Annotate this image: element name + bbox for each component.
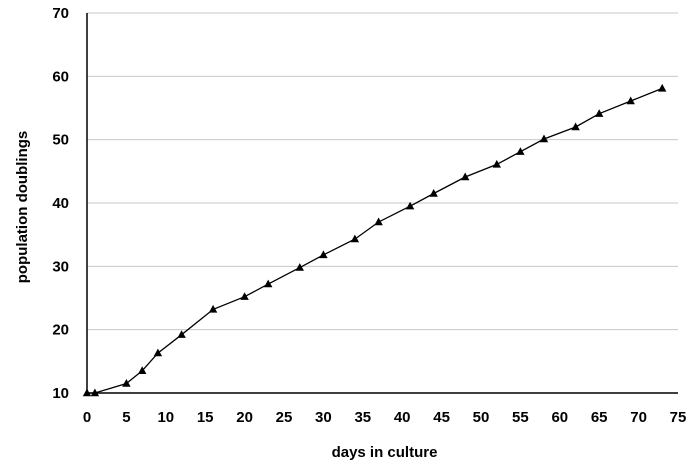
x-tick-labels: 0 5 10 15 20 25 30 35 40 45 50 55 60 65 70 75 [83,409,687,426]
triangle-marker [461,172,470,181]
triangle-marker [658,83,667,92]
triangle-marker [429,189,438,197]
axes [86,13,678,394]
y-axis-label: population doublings [14,131,31,283]
y-tick-label: 10 [52,385,69,402]
y-tick-label: 70 [52,5,69,22]
x-tick-label: 55 [512,409,529,426]
triangle-marker [90,388,100,397]
series-line [87,87,663,394]
x-tick-label: 15 [197,409,214,426]
x-tick-label: 70 [630,409,647,426]
x-tick-label: 0 [83,409,91,426]
x-tick-label: 25 [276,409,293,426]
series-polyline [87,87,663,394]
y-tick-labels: 10 20 30 40 50 60 70 [52,5,69,402]
triangle-marker [295,263,304,271]
gridlines [87,12,678,331]
triangle-marker [492,159,501,168]
x-tick-label: 20 [236,409,253,426]
triangle-marker [153,348,163,357]
triangle-marker [208,304,218,313]
x-tick-label: 40 [394,409,411,426]
triangle-marker [350,234,360,243]
triangle-marker [82,388,92,397]
x-tick-label: 75 [670,409,687,426]
triangle-marker [319,250,328,259]
triangle-marker [571,122,580,131]
triangle-marker [539,134,549,143]
y-tick-label: 40 [52,195,69,212]
x-tick-label: 5 [122,409,130,426]
triangle-marker [626,96,635,105]
triangle-marker [405,201,415,210]
x-tick-label: 50 [473,409,490,426]
x-tick-label: 45 [433,409,450,426]
x-tick-label: 35 [354,409,371,426]
x-tick-label: 10 [157,409,174,426]
y-tick-label: 60 [52,68,69,85]
x-tick-label: 30 [315,409,332,426]
y-tick-label: 50 [52,132,69,149]
triangle-marker [374,217,383,226]
triangle-marker [595,109,604,117]
triangle-marker [264,279,273,288]
triangle-marker [138,366,147,374]
x-axis-label: days in culture [332,444,438,461]
data-markers [82,83,667,397]
triangle-marker [177,330,186,338]
y-tick-label: 30 [52,258,69,275]
y-tick-label: 20 [52,322,69,339]
triangle-marker [122,379,131,387]
x-tick-label: 60 [551,409,568,426]
x-tick-label: 65 [591,409,608,426]
triangle-marker [516,147,525,155]
triangle-marker [240,292,249,300]
